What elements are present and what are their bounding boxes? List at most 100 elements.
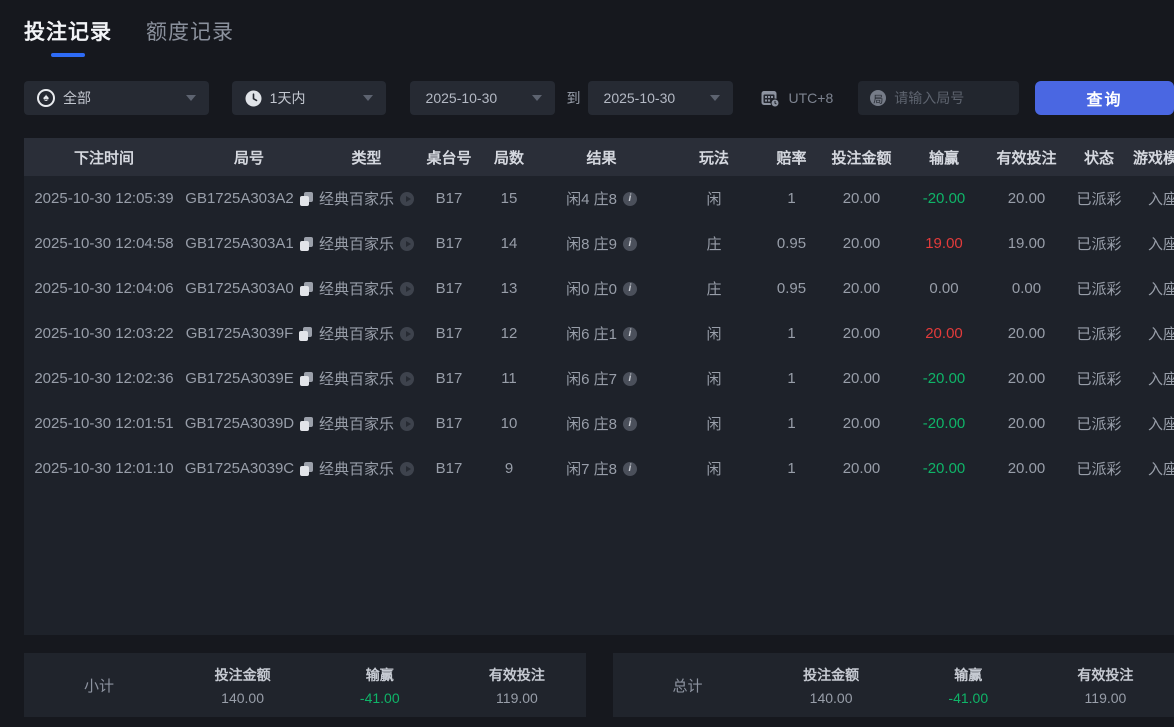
- table-row: 2025-10-30 12:02:36 GB1725A3039E 经典百家乐 B…: [24, 356, 1174, 401]
- info-icon[interactable]: i: [622, 326, 637, 341]
- copy-icon[interactable]: [300, 461, 314, 476]
- chevron-down-icon: [185, 95, 196, 101]
- round-badge-icon: 局: [870, 90, 887, 106]
- result-cell: 闲4 庄8 i: [539, 188, 664, 209]
- bet-amount: 20.00: [842, 460, 881, 477]
- time-range-select[interactable]: 1天内: [231, 81, 386, 115]
- game-type-cell: 经典百家乐: [314, 188, 419, 209]
- odds: 1: [787, 325, 796, 342]
- copy-icon[interactable]: [299, 326, 313, 341]
- game-type-cell: 经典百家乐: [314, 368, 419, 389]
- result-cell: 闲8 庄9 i: [539, 233, 664, 254]
- game-mode: 入座: [1147, 236, 1174, 253]
- result-cell: 闲6 庄8 i: [539, 413, 664, 434]
- valid-bet-amount: 20.00: [1007, 370, 1046, 387]
- info-icon[interactable]: i: [622, 236, 637, 251]
- info-icon[interactable]: i: [622, 461, 637, 476]
- round-id-cell: GB1725A303A1: [184, 235, 314, 252]
- table-header-row: 下注时间 局号 类型 桌台号 局数 结果 玩法 赔率 投注金额 输赢 有效投注 状态游戏模式: [24, 138, 1174, 176]
- bet-amount: 20.00: [842, 370, 881, 387]
- result-value: 闲4 庄8: [566, 191, 617, 208]
- video-replay-icon[interactable]: [400, 236, 414, 251]
- total-bet-value: 140.00: [809, 689, 853, 706]
- result-value: 闲8 庄9: [566, 236, 617, 253]
- video-replay-icon[interactable]: [400, 281, 414, 296]
- game-type: 经典百家乐: [318, 281, 394, 298]
- total-win-value: -41.00: [948, 689, 989, 706]
- result-cell: 闲0 庄0 i: [539, 278, 664, 299]
- table-row: 2025-10-30 12:01:10 GB1725A3039C 经典百家乐 B…: [24, 446, 1174, 491]
- copy-icon[interactable]: [300, 416, 314, 431]
- column-header-11: 状态: [1083, 149, 1114, 167]
- timezone-label: UTC+8: [788, 90, 834, 106]
- round-id-cell: GB1725A3039F: [184, 325, 314, 342]
- game-type-select[interactable]: ♠ 全部: [24, 81, 209, 115]
- bet-time: 2025-10-30 12:01:51: [34, 415, 174, 432]
- round-id-cell: GB1725A303A2: [184, 190, 314, 207]
- clock-icon: [245, 90, 262, 106]
- video-replay-icon[interactable]: [400, 416, 414, 431]
- round-search-box: 局: [858, 81, 1020, 115]
- game-type: 经典百家乐: [318, 236, 394, 253]
- game-type: 经典百家乐: [318, 461, 394, 478]
- result-value: 闲6 庄1: [566, 326, 617, 343]
- round-id-cell: GB1725A3039C: [184, 460, 314, 477]
- date-to-picker[interactable]: 2025-10-30: [587, 81, 733, 115]
- valid-bet-amount: 20.00: [1007, 325, 1046, 342]
- bet-amount: 20.00: [842, 280, 881, 297]
- info-icon[interactable]: i: [622, 281, 637, 296]
- round-id: GB1725A3039D: [184, 415, 295, 432]
- info-icon[interactable]: i: [622, 416, 637, 431]
- bet-time: 2025-10-30 12:04:06: [34, 280, 174, 297]
- game-mode: 入座: [1147, 416, 1174, 433]
- table-row: 2025-10-30 12:03:22 GB1725A3039F 经典百家乐 B…: [24, 311, 1174, 356]
- round-id: GB1725A303A2: [185, 190, 294, 207]
- subtotal-bet-value: 140.00: [221, 689, 264, 706]
- query-button[interactable]: 查询: [1035, 81, 1174, 115]
- copy-icon[interactable]: [299, 191, 313, 206]
- active-tab-underline: [51, 53, 85, 57]
- column-header-4: 局数: [493, 149, 524, 167]
- table-number: B17: [435, 190, 463, 207]
- game-type: 经典百家乐: [318, 191, 394, 208]
- video-replay-icon[interactable]: [400, 191, 414, 206]
- status-badge: 已派彩: [1076, 326, 1122, 343]
- table-row: 2025-10-30 12:04:06 GB1725A303A0 经典百家乐 B…: [24, 266, 1174, 311]
- total-panel: 总计 投注金额 140.00 输赢 -41.00 有效投注 119.00: [612, 653, 1174, 717]
- calendar-clock-icon: [761, 91, 780, 108]
- date-from-picker[interactable]: 2025-10-30: [409, 81, 555, 115]
- video-replay-icon[interactable]: [400, 461, 414, 476]
- column-header-3: 桌台号: [426, 149, 472, 167]
- valid-bet-header: 有效投注: [488, 666, 545, 683]
- odds: 0.95: [776, 235, 807, 252]
- bet-amount: 20.00: [842, 415, 881, 432]
- table-row: 2025-10-30 12:01:51 GB1725A3039D 经典百家乐 B…: [24, 401, 1174, 446]
- round-id: GB1725A3039F: [185, 325, 294, 342]
- subtotal-win-value: -41.00: [359, 689, 400, 706]
- column-header-8: 投注金额: [831, 149, 892, 167]
- game-type-value: 全部: [63, 90, 91, 106]
- column-header-2: 类型: [351, 149, 382, 167]
- game-type-cell: 经典百家乐: [314, 413, 419, 434]
- odds: 1: [787, 370, 796, 387]
- table-row: 2025-10-30 12:05:39 GB1725A303A2 经典百家乐 B…: [24, 176, 1174, 221]
- info-icon[interactable]: i: [622, 191, 637, 206]
- round-number: 13: [500, 280, 518, 297]
- bet-time: 2025-10-30 12:01:10: [34, 460, 174, 477]
- subtotal-panel: 小计 投注金额 140.00 输赢 -41.00 有效投注 119.00: [24, 653, 586, 717]
- play-type: 闲: [706, 191, 722, 208]
- play-type: 闲: [706, 371, 722, 388]
- round-search-input[interactable]: [894, 90, 1005, 106]
- play-type: 闲: [706, 326, 722, 343]
- copy-icon[interactable]: [299, 236, 313, 251]
- copy-icon[interactable]: [299, 281, 313, 296]
- video-replay-icon[interactable]: [400, 371, 414, 386]
- info-icon[interactable]: i: [622, 371, 637, 386]
- copy-icon[interactable]: [299, 371, 313, 386]
- valid-bet-amount: 19.00: [1007, 235, 1046, 252]
- game-type-cell: 经典百家乐: [314, 323, 419, 344]
- game-type: 经典百家乐: [318, 371, 394, 388]
- tab-quota-records[interactable]: 额度记录: [146, 16, 234, 46]
- video-replay-icon[interactable]: [400, 326, 414, 341]
- tab-bet-records[interactable]: 投注记录: [24, 16, 112, 57]
